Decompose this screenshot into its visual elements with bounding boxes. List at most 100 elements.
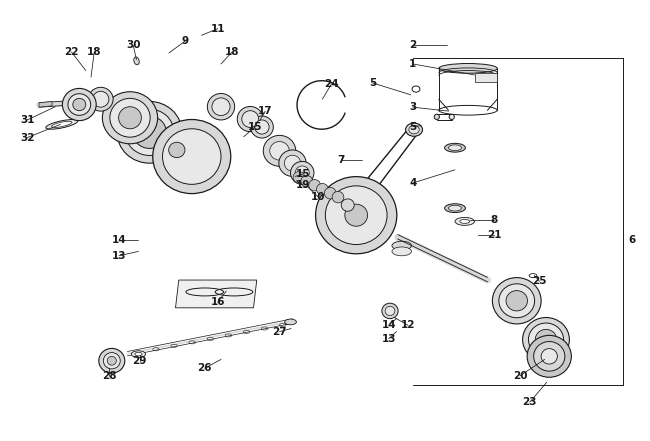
Text: 13: 13: [112, 251, 126, 261]
Ellipse shape: [326, 186, 387, 244]
Ellipse shape: [534, 341, 565, 371]
Text: 15: 15: [296, 169, 310, 179]
Text: 32: 32: [20, 133, 34, 142]
Ellipse shape: [445, 204, 465, 213]
Ellipse shape: [309, 179, 320, 191]
Ellipse shape: [332, 191, 344, 203]
Ellipse shape: [341, 199, 354, 211]
Ellipse shape: [434, 114, 439, 120]
Ellipse shape: [117, 101, 182, 163]
Ellipse shape: [88, 87, 113, 111]
Text: 18: 18: [225, 47, 239, 57]
Polygon shape: [176, 280, 257, 308]
Ellipse shape: [506, 291, 528, 311]
Text: 5: 5: [409, 122, 417, 131]
Ellipse shape: [270, 142, 289, 160]
Ellipse shape: [207, 93, 235, 120]
Ellipse shape: [134, 57, 139, 65]
Ellipse shape: [263, 135, 296, 166]
Text: 31: 31: [20, 115, 34, 125]
Ellipse shape: [448, 205, 461, 211]
Text: 19: 19: [296, 180, 310, 190]
Text: 6: 6: [628, 235, 636, 245]
Ellipse shape: [352, 182, 378, 202]
Ellipse shape: [103, 353, 120, 369]
Text: 28: 28: [102, 371, 116, 381]
Text: 12: 12: [401, 321, 415, 330]
Text: 25: 25: [532, 277, 547, 286]
Ellipse shape: [153, 120, 231, 194]
Ellipse shape: [528, 323, 564, 356]
Ellipse shape: [317, 183, 328, 195]
Ellipse shape: [68, 93, 90, 116]
Text: 11: 11: [211, 24, 225, 34]
Text: 23: 23: [523, 397, 537, 407]
Polygon shape: [474, 73, 497, 82]
Text: 5: 5: [369, 78, 376, 88]
Ellipse shape: [392, 247, 411, 256]
Ellipse shape: [62, 88, 96, 120]
Text: 22: 22: [64, 47, 79, 57]
Text: 8: 8: [490, 215, 498, 224]
Ellipse shape: [455, 217, 474, 225]
Text: 18: 18: [87, 47, 101, 57]
Ellipse shape: [345, 204, 368, 226]
Ellipse shape: [51, 121, 72, 127]
Ellipse shape: [295, 166, 309, 180]
Polygon shape: [39, 101, 52, 107]
Ellipse shape: [301, 176, 313, 187]
Ellipse shape: [237, 106, 263, 131]
Ellipse shape: [293, 172, 305, 183]
Ellipse shape: [99, 348, 125, 373]
Text: 26: 26: [198, 363, 212, 373]
Ellipse shape: [324, 187, 336, 199]
Text: 3: 3: [409, 102, 417, 112]
Ellipse shape: [133, 116, 166, 148]
Text: 29: 29: [133, 356, 147, 366]
Ellipse shape: [285, 319, 296, 325]
Ellipse shape: [449, 114, 454, 120]
Text: 10: 10: [311, 192, 326, 202]
Text: 13: 13: [382, 334, 396, 344]
Text: 21: 21: [487, 230, 501, 239]
Ellipse shape: [284, 155, 301, 171]
Ellipse shape: [316, 176, 396, 254]
Text: 4: 4: [409, 178, 417, 188]
Text: 17: 17: [258, 106, 272, 116]
Text: 7: 7: [337, 155, 344, 164]
Ellipse shape: [541, 348, 558, 364]
Ellipse shape: [103, 92, 157, 144]
Text: 15: 15: [248, 122, 263, 131]
Text: 24: 24: [324, 79, 339, 89]
Ellipse shape: [392, 241, 411, 250]
Ellipse shape: [255, 120, 269, 134]
Ellipse shape: [359, 187, 371, 197]
Ellipse shape: [110, 98, 150, 137]
Ellipse shape: [448, 145, 461, 150]
Ellipse shape: [527, 335, 571, 377]
Ellipse shape: [242, 111, 259, 127]
Text: 2: 2: [409, 41, 417, 50]
Ellipse shape: [251, 116, 273, 138]
Ellipse shape: [46, 120, 77, 129]
Ellipse shape: [493, 278, 541, 324]
Text: 14: 14: [112, 235, 126, 245]
Ellipse shape: [279, 150, 306, 176]
Ellipse shape: [406, 123, 423, 136]
Ellipse shape: [291, 161, 314, 184]
Text: 27: 27: [272, 327, 287, 336]
Ellipse shape: [118, 107, 142, 129]
Ellipse shape: [169, 142, 185, 158]
Ellipse shape: [499, 284, 534, 318]
Ellipse shape: [439, 105, 497, 115]
Ellipse shape: [536, 329, 556, 350]
Text: 9: 9: [182, 36, 188, 46]
Ellipse shape: [439, 64, 497, 73]
Ellipse shape: [523, 318, 569, 362]
Ellipse shape: [445, 143, 465, 152]
Ellipse shape: [131, 351, 146, 357]
Text: 14: 14: [382, 321, 396, 330]
Ellipse shape: [460, 220, 469, 223]
Ellipse shape: [212, 98, 230, 116]
Ellipse shape: [92, 91, 109, 107]
